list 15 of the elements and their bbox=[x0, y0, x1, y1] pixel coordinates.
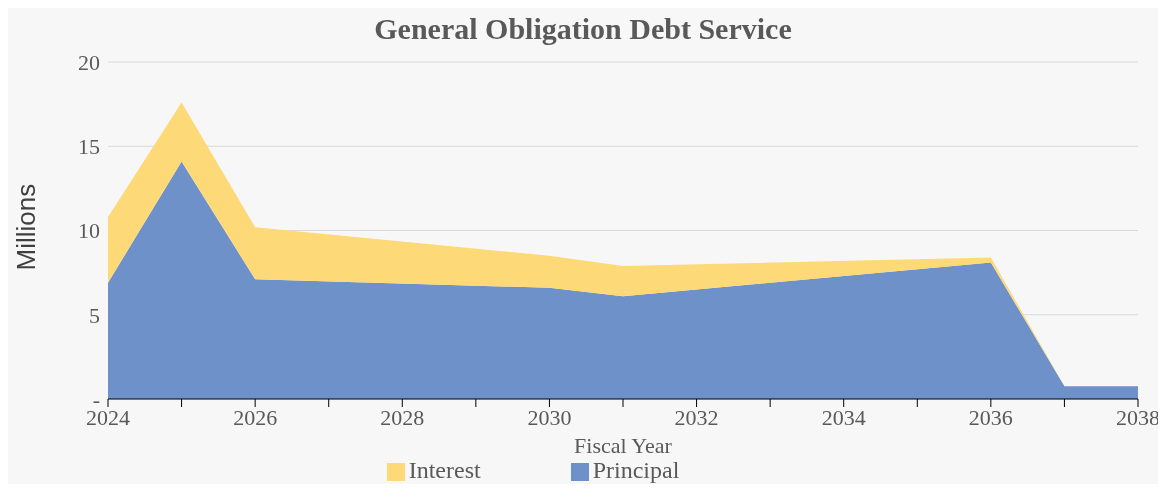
x-tick-label: 2026 bbox=[233, 404, 278, 430]
x-tick-label: 2032 bbox=[674, 404, 719, 430]
y-tick-label: 5 bbox=[89, 302, 100, 328]
x-tick-label: 2036 bbox=[968, 404, 1013, 430]
y-tick-label: 10 bbox=[78, 218, 100, 244]
y-tick-label: 15 bbox=[78, 134, 100, 160]
legend-label: Principal bbox=[592, 457, 680, 483]
x-tick-label: 2030 bbox=[527, 404, 572, 430]
x-axis-title: Fiscal Year bbox=[574, 433, 673, 458]
x-tick-label: 2028 bbox=[380, 404, 425, 430]
y-tick-label: 20 bbox=[78, 49, 100, 75]
x-tick-label: 2034 bbox=[821, 404, 866, 430]
y-axis-title: Millions bbox=[11, 183, 42, 271]
legend-label: Interest bbox=[408, 457, 481, 483]
chart-title: General Obligation Debt Service bbox=[374, 12, 792, 45]
